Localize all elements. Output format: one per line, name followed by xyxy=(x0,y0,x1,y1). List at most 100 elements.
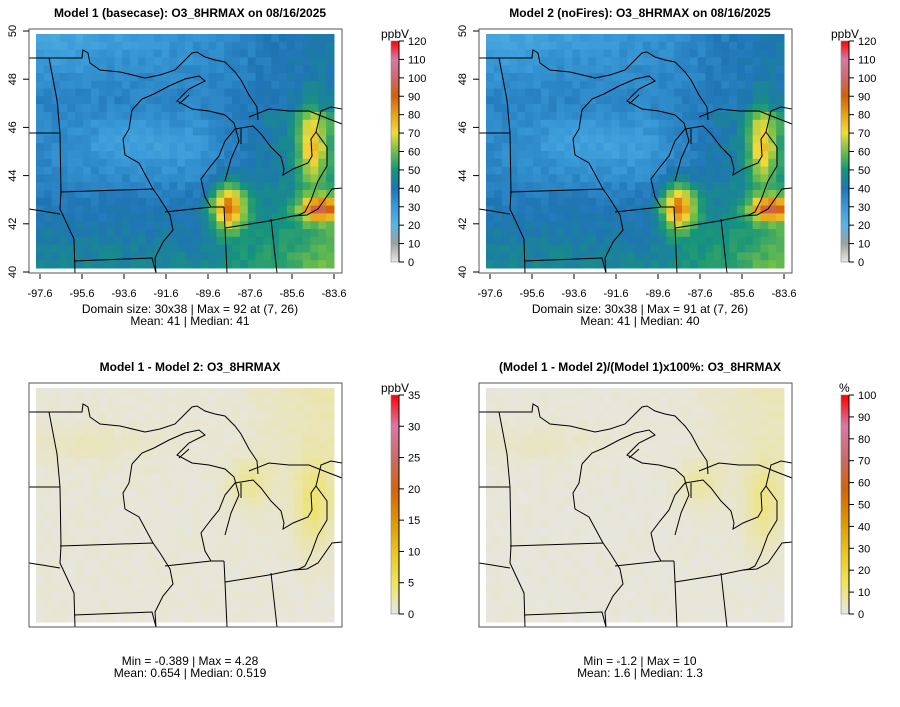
grid-cell xyxy=(318,34,327,43)
grid-cell xyxy=(130,458,139,467)
grid-cell xyxy=(286,411,296,420)
grid-cell xyxy=(760,590,769,600)
grid-cell xyxy=(540,127,550,136)
grid-cell xyxy=(650,395,660,405)
grid-cell xyxy=(247,34,257,43)
grid-cell xyxy=(302,260,311,269)
grid-cell xyxy=(294,158,304,168)
grid-cell xyxy=(752,158,761,168)
grid-cell xyxy=(286,466,296,475)
map-plot-area xyxy=(28,382,343,628)
grid-cell xyxy=(114,244,123,253)
grid-cell xyxy=(580,427,589,436)
grid-cell xyxy=(493,544,503,553)
grid-cell xyxy=(83,174,92,183)
footer-stats-line2: Mean: 1.6 | Median: 1.3 xyxy=(577,665,703,680)
grid-cell xyxy=(318,567,327,576)
grid-cell xyxy=(674,57,683,66)
grid-cell xyxy=(572,598,581,607)
grid-cell xyxy=(310,442,319,451)
grid-cell xyxy=(533,236,542,246)
grid-cell xyxy=(200,252,210,261)
grid-cell xyxy=(286,598,296,607)
grid-cell xyxy=(650,49,660,58)
grid-cell xyxy=(224,182,233,191)
grid-cell xyxy=(67,450,76,459)
grid-cell xyxy=(161,575,170,584)
grid-cell xyxy=(326,166,335,175)
grid-cell xyxy=(627,236,636,246)
grid-cell xyxy=(721,489,730,498)
grid-cell xyxy=(642,505,652,514)
panel-title: (Model 1 - Model 2)/(Model 1)x100%: O3_8… xyxy=(498,360,782,374)
grid-cell xyxy=(200,49,210,58)
x-tick-label: -83.6 xyxy=(321,288,346,300)
grid-cell xyxy=(239,473,249,483)
colorbar-tick-label: 50 xyxy=(858,500,870,512)
grid-cell xyxy=(682,505,691,514)
grid-cell xyxy=(75,127,84,136)
grid-cell xyxy=(674,73,683,82)
grid-cell xyxy=(697,88,707,97)
grid-cell xyxy=(674,221,683,230)
grid-cell xyxy=(572,473,581,483)
grid-cell xyxy=(153,236,162,246)
grid-cell xyxy=(200,73,210,82)
grid-cell xyxy=(302,190,311,199)
grid-cell xyxy=(587,427,597,436)
grid-cell xyxy=(776,614,785,623)
grid-cell xyxy=(674,505,683,514)
grid-cell xyxy=(650,182,660,191)
grid-cell xyxy=(603,213,612,222)
grid-cell xyxy=(177,606,186,615)
grid-cell xyxy=(192,395,202,405)
grid-cell xyxy=(114,481,123,490)
grid-cell xyxy=(59,80,68,90)
grid-cell xyxy=(137,80,147,90)
grid-cell xyxy=(43,88,53,97)
grid-cell xyxy=(177,520,186,529)
grid-cell xyxy=(642,119,652,129)
grid-cell xyxy=(650,41,660,51)
grid-cell xyxy=(75,481,84,490)
grid-cell xyxy=(721,512,730,522)
grid-cell xyxy=(517,143,526,152)
grid-cell xyxy=(517,205,526,214)
grid-cell xyxy=(713,221,722,230)
grid-cell xyxy=(666,473,675,483)
grid-cell xyxy=(736,567,746,576)
grid-cell xyxy=(674,182,683,191)
grid-cell xyxy=(326,73,335,82)
grid-cell xyxy=(192,567,202,576)
grid-cell xyxy=(540,96,550,105)
grid-cell xyxy=(192,135,202,144)
grid-cell xyxy=(208,174,217,183)
grid-cell xyxy=(572,166,581,175)
grid-cell xyxy=(744,151,754,160)
grid-cell xyxy=(760,182,769,191)
grid-cell xyxy=(98,174,108,183)
grid-cell xyxy=(90,497,100,506)
grid-cell xyxy=(642,197,652,207)
grid-cell xyxy=(90,598,100,607)
grid-cell xyxy=(627,450,636,459)
grid-cell xyxy=(525,497,534,506)
grid-cell xyxy=(658,151,667,160)
grid-cell xyxy=(658,49,667,58)
grid-cell xyxy=(548,520,558,529)
grid-cell xyxy=(525,544,534,553)
grid-cell xyxy=(43,403,53,412)
grid-cell xyxy=(271,213,280,222)
grid-cell xyxy=(509,151,518,160)
grid-cell xyxy=(114,221,123,230)
grid-cell xyxy=(533,205,542,214)
grid-cell xyxy=(83,80,92,90)
grid-cell xyxy=(271,197,280,207)
grid-cell xyxy=(286,544,296,553)
grid-cell xyxy=(721,166,730,175)
grid-cell xyxy=(682,458,691,467)
grid-cell xyxy=(59,244,68,253)
grid-cell xyxy=(689,229,699,238)
grid-cell xyxy=(302,244,311,253)
grid-cell xyxy=(650,473,660,483)
